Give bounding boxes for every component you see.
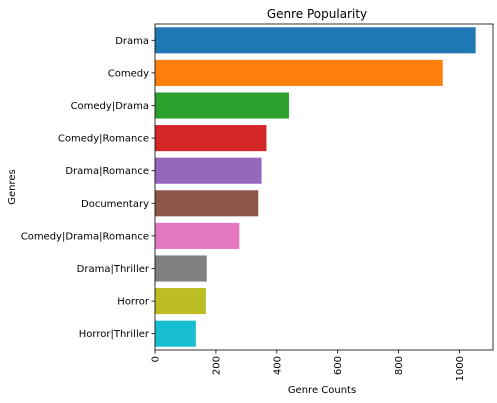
bar-drama-romance — [155, 157, 262, 184]
y-tick-label: Drama — [115, 36, 149, 47]
bar-horror-thriller — [155, 320, 196, 347]
plot-frame — [154, 23, 494, 351]
y-tick-labels: Drama Comedy Comedy|Drama Comedy|Romance Dra… — [21, 36, 155, 340]
x-tick-label: 800 — [394, 356, 405, 375]
y-tick-label: Comedy — [108, 68, 149, 79]
chart-title: Genre Popularity — [267, 7, 367, 21]
bar-drama — [155, 27, 476, 54]
x-tick-label: 1000 — [455, 356, 466, 381]
bar-comedy-drama — [155, 92, 289, 119]
x-ticks: 0 200 400 600 800 1000 — [151, 350, 466, 381]
x-tick-label: 0 — [151, 356, 162, 362]
y-tick-label: Comedy|Drama|Romance — [21, 231, 149, 242]
y-tick-label: Documentary — [81, 199, 149, 210]
y-axis-label: Genres — [7, 169, 18, 205]
bar-horror — [155, 288, 206, 315]
bar-comedy-romance — [155, 125, 267, 152]
y-tick-label: Horror|Thriller — [79, 329, 150, 340]
x-axis-label: Genre Counts — [288, 385, 356, 396]
bar-drama-thriller — [155, 255, 207, 282]
bar-comedy — [155, 59, 443, 86]
bar-documentary — [155, 190, 259, 217]
x-tick-label: 400 — [272, 356, 283, 375]
y-tick-label: Comedy|Romance — [58, 134, 149, 145]
y-tick-label: Drama|Romance — [65, 166, 149, 177]
y-tick-label: Horror — [117, 297, 150, 308]
bars-layer — [155, 27, 476, 347]
y-tick-label: Drama|Thriller — [77, 264, 150, 275]
x-tick-label: 200 — [211, 356, 222, 375]
y-tick-label: Comedy|Drama — [71, 101, 149, 112]
x-tick-label: 600 — [333, 356, 344, 375]
bar-comedy-drama-romance — [155, 222, 240, 249]
